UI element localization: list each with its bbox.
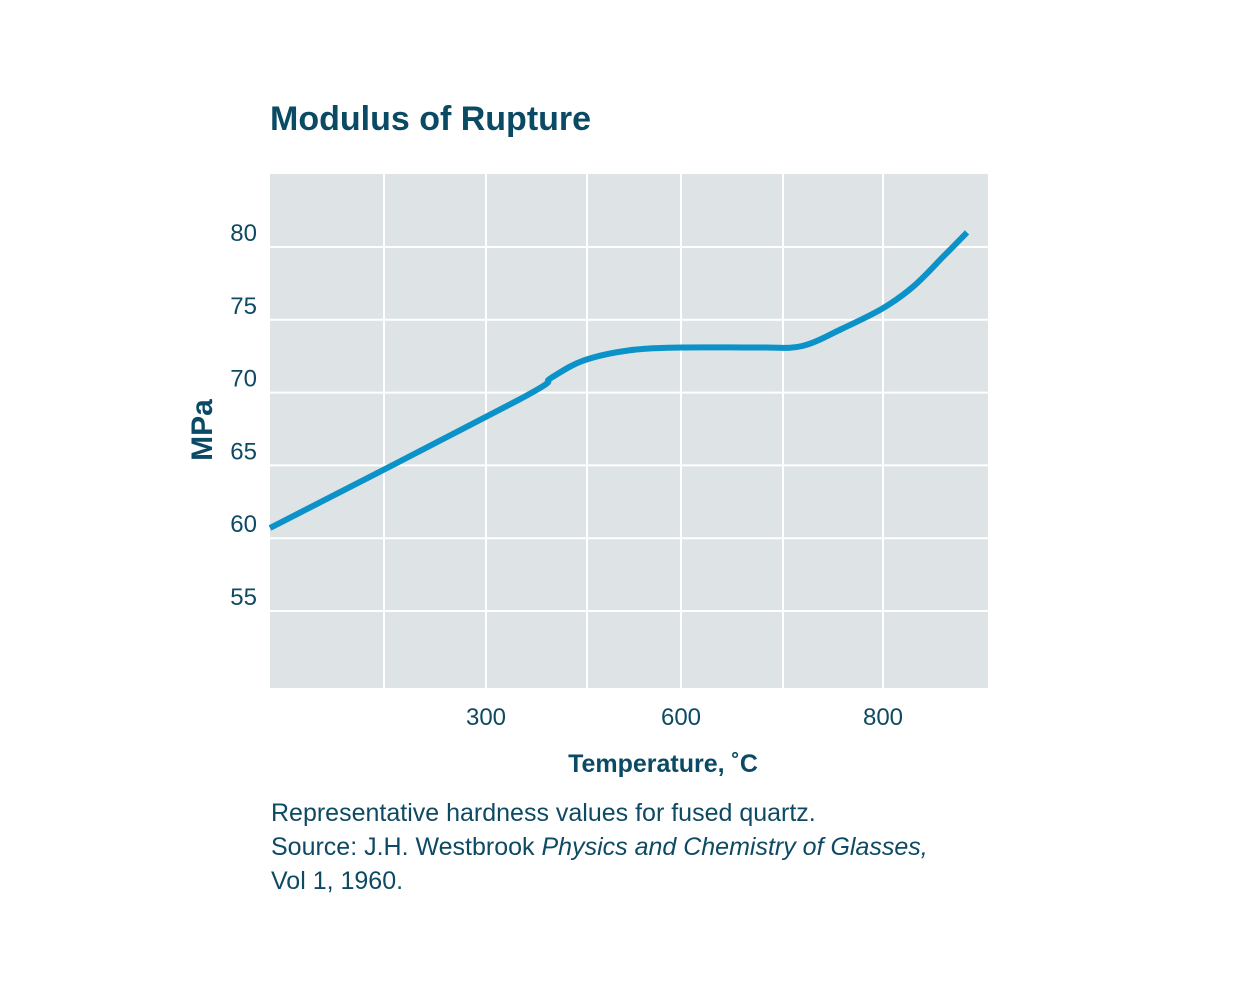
y-tick-label: 55 bbox=[230, 584, 257, 611]
y-tick-label: 65 bbox=[230, 438, 257, 465]
chart-title: Modulus of Rupture bbox=[270, 100, 592, 138]
caption-source-title: Physics and Chemistry of Glasses, bbox=[541, 833, 928, 861]
x-tick-label: 600 bbox=[661, 704, 701, 731]
chart-caption: Representative hardness values for fused… bbox=[271, 796, 928, 898]
caption-line-2: Source: J.H. Westbrook Physics and Chemi… bbox=[271, 830, 928, 864]
y-axis-ticks: 55 60 65 70 75 80 bbox=[230, 220, 257, 611]
y-tick-label: 75 bbox=[230, 293, 257, 320]
y-tick-label: 70 bbox=[230, 366, 257, 393]
grid-lines bbox=[270, 174, 988, 688]
x-axis-label: Temperature, ˚C bbox=[568, 750, 758, 778]
plot-area bbox=[270, 174, 988, 688]
y-axis-label: MPa bbox=[186, 399, 219, 461]
x-tick-label: 800 bbox=[863, 704, 903, 731]
caption-source-prefix: Source: J.H. Westbrook bbox=[271, 833, 542, 861]
y-tick-label: 80 bbox=[230, 220, 257, 247]
caption-line-3: Vol 1, 1960. bbox=[271, 867, 404, 895]
caption-line-1: Representative hardness values for fused… bbox=[271, 799, 816, 827]
series-line bbox=[268, 230, 970, 531]
x-axis-ticks: 300 600 800 bbox=[466, 704, 903, 731]
x-tick-label: 300 bbox=[466, 704, 506, 731]
y-tick-label: 60 bbox=[230, 511, 257, 538]
